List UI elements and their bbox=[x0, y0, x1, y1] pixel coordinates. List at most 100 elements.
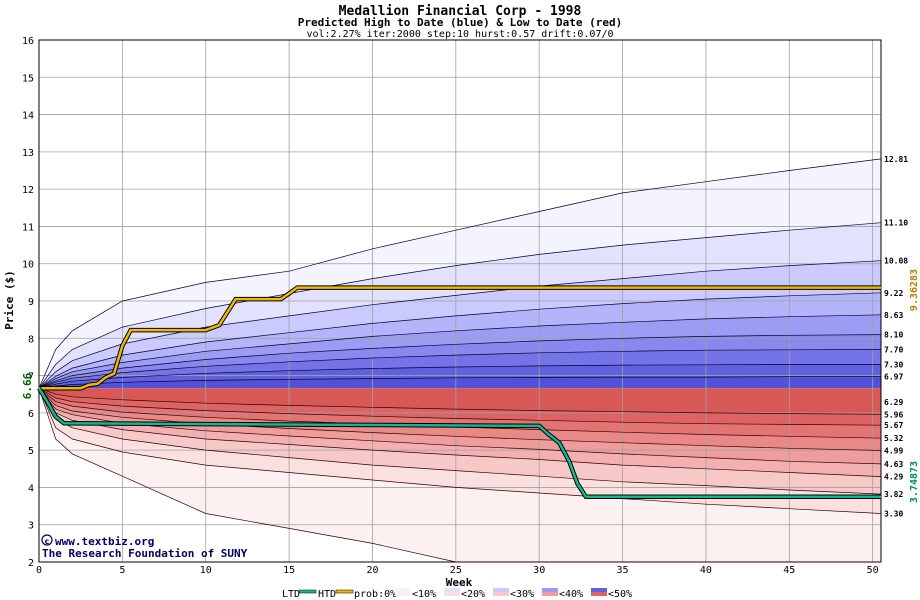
lower-boundary-3.82 bbox=[38, 388, 882, 514]
upper-boundary-12.81 bbox=[38, 158, 882, 389]
legend-ltd-label: LTD bbox=[282, 589, 300, 600]
htd-series-line bbox=[39, 286, 881, 390]
credit-url[interactable]: www.textbiz.org bbox=[55, 535, 154, 548]
end-label-6.97: 6.97 bbox=[884, 373, 903, 382]
ltd-series-line bbox=[37, 387, 881, 499]
y-tick-16: 16 bbox=[22, 36, 34, 47]
x-tick-10: 10 bbox=[200, 565, 212, 576]
legend: LTD HTD prob:0% <10% <20% <30% <40% <50% bbox=[282, 588, 632, 600]
y-axis-label: Price ($) bbox=[3, 270, 16, 330]
end-label-6.29: 6.29 bbox=[884, 398, 903, 407]
upper-boundary-9.22 bbox=[38, 292, 882, 389]
end-label-11.10: 11.10 bbox=[884, 219, 908, 228]
lower-band-5.96 bbox=[39, 388, 881, 426]
credit-org: The Research Foundation of SUNY bbox=[42, 547, 248, 560]
end-label-7.30: 7.30 bbox=[884, 360, 903, 369]
legend-item-label-1: <20% bbox=[461, 589, 485, 600]
end-label-9.22: 9.22 bbox=[884, 289, 903, 298]
y-tick-15: 15 bbox=[22, 73, 34, 84]
x-tick-25: 25 bbox=[450, 565, 462, 576]
upper-band-6.97 bbox=[39, 376, 881, 389]
x-tick-45: 45 bbox=[783, 565, 795, 576]
lower-band-4.99 bbox=[39, 388, 881, 464]
htd-final-label: 9.36283 bbox=[909, 269, 920, 311]
lower-boundary-4.99 bbox=[38, 387, 882, 465]
legend-ltd-swatch bbox=[298, 589, 317, 594]
end-label-4.29: 4.29 bbox=[884, 473, 903, 482]
band-end-labels: 12.81 11.10 10.08 9.22 8.63 8.10 7.70 7.30 6.97 3… bbox=[884, 155, 908, 519]
lower-band-6.29 bbox=[39, 388, 881, 415]
x-tick-30: 30 bbox=[533, 565, 545, 576]
legend-swatch-lower-2 bbox=[493, 592, 509, 596]
y-tick-8: 8 bbox=[28, 334, 34, 345]
axis-ticks: 0 5 10 15 20 25 30 35 40 45 5023456789101112131415… bbox=[22, 36, 879, 576]
end-label-10.08: 10.08 bbox=[884, 257, 908, 266]
y-tick-9: 9 bbox=[28, 297, 34, 308]
upper-boundary-7.70 bbox=[38, 349, 882, 389]
legend-htd-swatch bbox=[335, 589, 354, 594]
y-tick-14: 14 bbox=[22, 111, 34, 122]
ltd-final-label: 3.74873 bbox=[909, 461, 920, 503]
upper-band-8.10 bbox=[39, 334, 881, 389]
y-tick-4: 4 bbox=[28, 483, 34, 494]
end-label-4.99: 4.99 bbox=[884, 447, 903, 456]
legend-swatch-lower-0 bbox=[395, 592, 411, 596]
lower-band-5.67 bbox=[39, 388, 881, 439]
legend-item-label-4: <50% bbox=[608, 589, 632, 600]
series-lines bbox=[37, 285, 881, 500]
upper-boundary-6.97 bbox=[38, 376, 881, 389]
upper-band-8.63 bbox=[39, 314, 881, 389]
legend-swatch-lower-4 bbox=[591, 592, 607, 596]
upper-boundary-10.08 bbox=[38, 260, 882, 389]
legend-htd-label: HTD bbox=[318, 589, 336, 600]
legend-swatch-upper-3 bbox=[542, 588, 558, 592]
legend-prob-label: prob:0% bbox=[354, 589, 396, 600]
band-boundary-lines bbox=[38, 158, 882, 563]
legend-swatch-upper-0 bbox=[395, 588, 411, 592]
y-tick-11: 11 bbox=[22, 222, 34, 233]
end-label-3.82: 3.82 bbox=[884, 490, 903, 499]
legend-items: <10% <20% <30% <40% <50% bbox=[395, 588, 632, 600]
end-label-5.96: 5.96 bbox=[884, 410, 903, 419]
y-tick-10: 10 bbox=[22, 260, 34, 271]
legend-swatch-lower-3 bbox=[542, 592, 558, 596]
upper-boundary-7.30 bbox=[38, 364, 881, 389]
legend-item-label-3: <40% bbox=[559, 589, 583, 600]
lower-boundary-3.30 bbox=[38, 388, 881, 563]
x-tick-50: 50 bbox=[867, 565, 879, 576]
legend-swatch-upper-4 bbox=[591, 588, 607, 592]
legend-item-label-0: <10% bbox=[412, 589, 436, 600]
end-label-7.70: 7.70 bbox=[884, 345, 903, 354]
upper-band-12.81 bbox=[39, 158, 881, 389]
lower-band-4.29 bbox=[39, 388, 881, 495]
y-tick-6: 6 bbox=[28, 409, 34, 420]
legend-swatch-lower-1 bbox=[444, 592, 460, 596]
y-tick-7: 7 bbox=[28, 372, 34, 383]
upper-boundary-11.10 bbox=[38, 222, 882, 389]
x-tick-40: 40 bbox=[700, 565, 712, 576]
upper-boundary-8.10 bbox=[38, 334, 882, 389]
lower-band-4.63 bbox=[39, 388, 881, 477]
upper-band-7.30 bbox=[39, 364, 881, 389]
upper-boundary-8.63 bbox=[38, 314, 882, 389]
lower-probability-bands bbox=[39, 388, 881, 562]
copyright-icon bbox=[41, 534, 53, 546]
lower-boundary-4.29 bbox=[38, 388, 882, 495]
y-tick-13: 13 bbox=[22, 148, 34, 159]
lower-band-3.82 bbox=[39, 388, 881, 514]
end-label-3.30: 3.30 bbox=[884, 510, 903, 519]
lower-band-5.32 bbox=[39, 388, 881, 451]
copyright-icon-glyph: c bbox=[45, 537, 50, 546]
y-tick-3: 3 bbox=[28, 521, 34, 532]
chart-stats-line: vol:2.27% iter:2000 step:10 hurst:0.57 d… bbox=[306, 29, 613, 40]
x-tick-0: 0 bbox=[36, 565, 42, 576]
y-tick-2: 2 bbox=[28, 558, 34, 569]
y-tick-5: 5 bbox=[28, 446, 34, 457]
x-tick-20: 20 bbox=[366, 565, 378, 576]
upper-band-7.70 bbox=[39, 349, 881, 389]
end-label-8.10: 8.10 bbox=[884, 331, 903, 340]
lower-boundary-5.32 bbox=[38, 387, 882, 451]
legend-swatch-upper-1 bbox=[444, 588, 460, 592]
lower-boundary-5.96 bbox=[38, 387, 882, 426]
